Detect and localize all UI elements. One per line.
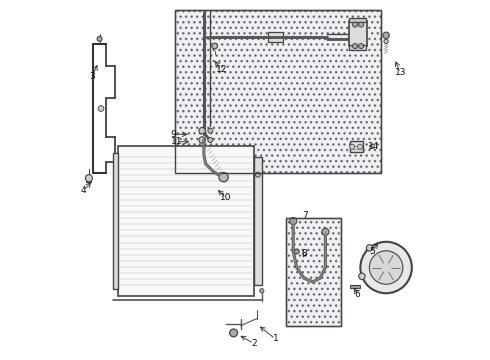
Bar: [349, 45, 367, 50]
Circle shape: [369, 251, 403, 284]
Bar: [286, 217, 342, 327]
Bar: [86, 179, 92, 182]
Circle shape: [352, 22, 358, 27]
Bar: [175, 10, 381, 173]
Bar: [286, 217, 342, 327]
Circle shape: [359, 44, 364, 49]
Circle shape: [367, 244, 373, 251]
Circle shape: [384, 39, 388, 44]
Text: 9: 9: [170, 130, 176, 139]
Text: 12: 12: [216, 65, 227, 74]
Bar: [350, 285, 360, 288]
Circle shape: [350, 144, 355, 149]
Text: 10: 10: [220, 193, 232, 202]
Circle shape: [98, 106, 104, 111]
Circle shape: [260, 289, 264, 293]
Bar: [268, 32, 283, 42]
Bar: [350, 141, 363, 152]
Text: 8: 8: [302, 249, 308, 258]
Bar: [175, 10, 381, 173]
Circle shape: [358, 144, 363, 149]
Text: 5: 5: [369, 247, 375, 256]
Text: 11: 11: [171, 137, 182, 146]
Bar: [349, 18, 367, 22]
Circle shape: [255, 172, 260, 177]
Text: 13: 13: [394, 68, 406, 77]
Circle shape: [208, 128, 213, 133]
Circle shape: [199, 137, 205, 143]
Circle shape: [212, 43, 218, 49]
Circle shape: [360, 242, 412, 293]
Bar: [118, 146, 254, 296]
Bar: [113, 153, 118, 289]
Text: 7: 7: [302, 211, 308, 220]
Circle shape: [359, 22, 364, 27]
Circle shape: [294, 249, 299, 254]
Circle shape: [359, 273, 365, 279]
Circle shape: [85, 175, 93, 182]
Circle shape: [208, 138, 213, 143]
Text: 14: 14: [368, 141, 379, 150]
Circle shape: [383, 32, 390, 39]
Circle shape: [290, 217, 297, 225]
Circle shape: [230, 329, 238, 337]
Text: 3: 3: [89, 72, 95, 81]
Circle shape: [219, 172, 228, 182]
Circle shape: [352, 44, 358, 49]
Bar: [254, 157, 262, 285]
Text: 4: 4: [81, 186, 86, 195]
Text: 1: 1: [272, 334, 278, 343]
Bar: [348, 21, 367, 46]
Circle shape: [322, 228, 329, 235]
Text: 6: 6: [355, 290, 361, 299]
Circle shape: [199, 127, 205, 134]
Text: 2: 2: [251, 339, 257, 348]
Circle shape: [97, 36, 102, 41]
